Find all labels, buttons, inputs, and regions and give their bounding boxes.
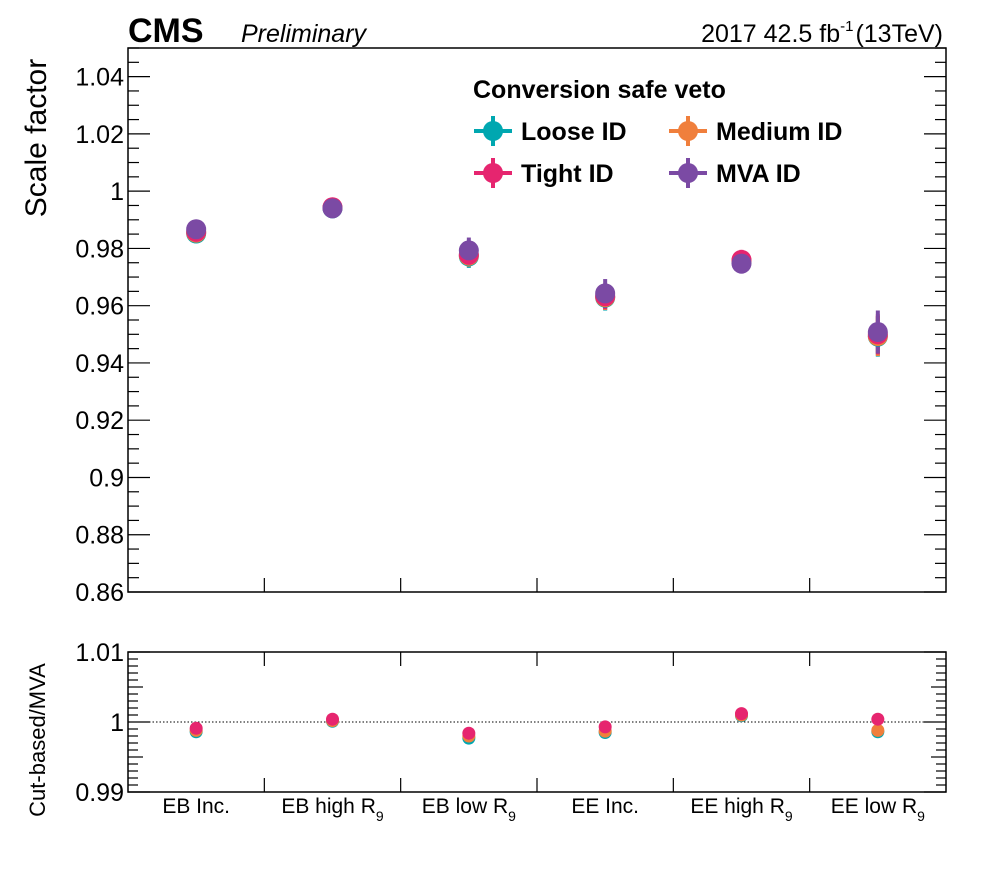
ratio-point — [326, 712, 339, 726]
luminosity-label: 2017 42.5 fb-1(13TeV) — [701, 18, 943, 48]
top-y-axis-title: Scale factor — [20, 59, 53, 217]
top-y-tick-label: 0.92 — [75, 407, 124, 435]
bottom-y-tick-label: 0.99 — [75, 779, 124, 807]
data-point — [731, 253, 752, 274]
bottom-y-tick-label: 1.01 — [75, 639, 124, 667]
ratio-point — [598, 720, 612, 734]
top-y-tick-label: 1.02 — [75, 121, 124, 149]
top-y-tick-label: 1.04 — [75, 64, 124, 92]
legend-label: Medium ID — [716, 118, 842, 146]
top-y-tick-label: 0.86 — [75, 579, 124, 607]
data-point — [186, 219, 207, 240]
x-category-label: EE low R9 — [831, 795, 925, 824]
top-plot-markers — [186, 197, 888, 357]
data-point — [322, 198, 343, 219]
data-point — [458, 240, 479, 261]
legend-marker — [483, 163, 503, 183]
legend: Conversion safe veto Loose ID Medium ID Ti… — [473, 76, 842, 188]
x-category-labels: EB Inc. EB high R9 EB low R9 EE Inc. EE high… — [162, 795, 925, 824]
top-y-tick-label: 0.88 — [75, 522, 124, 550]
ratio-point — [735, 707, 748, 721]
bottom-y-axis-title: Cut-based/MVA — [25, 663, 50, 817]
bottom-plot-markers — [189, 707, 885, 745]
legend-marker — [483, 121, 503, 141]
top-y-tick-label: 0.9 — [89, 464, 124, 492]
top-y-tick-label: 0.96 — [75, 293, 124, 321]
legend-label: Loose ID — [521, 118, 627, 146]
x-category-label: EB low R9 — [422, 795, 516, 824]
x-category-label: EE high R9 — [690, 795, 793, 824]
cms-label: CMS — [128, 12, 204, 50]
top-y-tick-label: 0.94 — [75, 350, 124, 378]
x-category-label: EE Inc. — [571, 795, 639, 818]
ratio-point — [462, 726, 476, 740]
x-category-label: EB Inc. — [162, 795, 230, 818]
top-y-tick-label: 0.98 — [75, 235, 124, 263]
ratio-point — [871, 723, 885, 737]
x-category-label: EB high R9 — [281, 795, 384, 824]
bottom-axis-ticks: 0.99 1 1.01 — [75, 639, 946, 807]
ratio-point — [871, 712, 885, 726]
top-y-tick-label: 1 — [110, 178, 124, 206]
legend-title: Conversion safe veto — [473, 76, 726, 104]
data-point — [867, 322, 888, 343]
top-axis-ticks: 0.86 0.88 0.9 0.92 0.94 0.96 0.98 1 1.02 1.04 — [75, 47, 946, 607]
legend-marker — [678, 121, 698, 141]
legend-label: Tight ID — [521, 160, 614, 188]
ratio-point — [189, 721, 203, 735]
bottom-y-tick-label: 1 — [110, 709, 124, 737]
legend-label: MVA ID — [716, 160, 801, 188]
data-point — [595, 283, 616, 304]
preliminary-label: Preliminary — [241, 20, 368, 48]
legend-marker — [678, 163, 698, 183]
